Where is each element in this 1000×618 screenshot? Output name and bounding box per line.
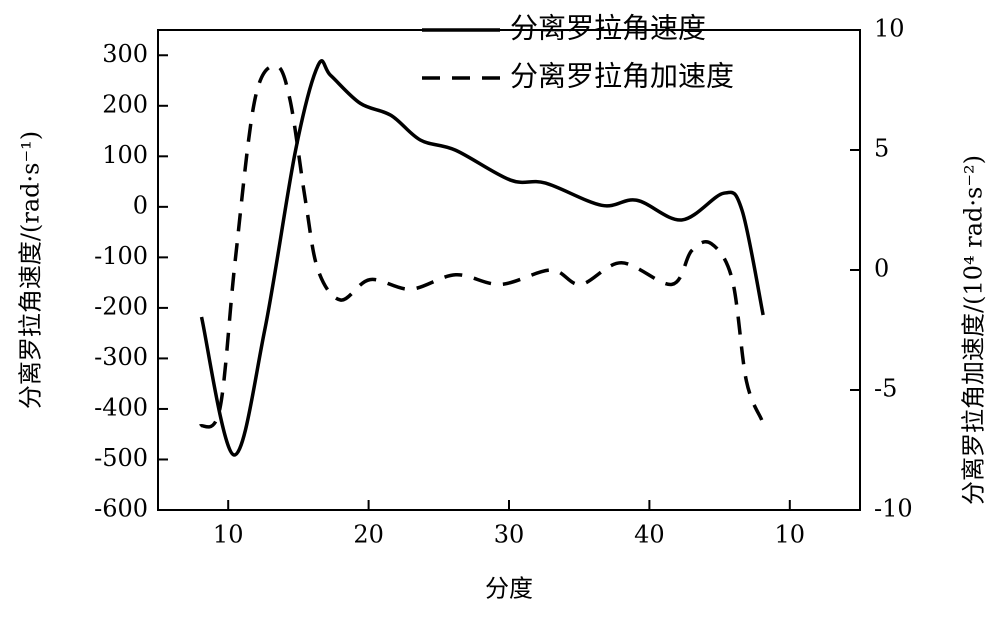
x-tick-label: 20 (353, 521, 384, 549)
data-line (198, 64, 764, 429)
y-tick-label: 100 (102, 141, 148, 169)
y2-tick-label: -10 (874, 495, 913, 523)
legend-label: 分离罗拉角速度 (510, 12, 706, 45)
x-tick-label: 30 (494, 521, 525, 549)
y2-tick-label: 5 (874, 135, 889, 163)
x-tick-label: 40 (634, 521, 665, 549)
y-tick-label: -100 (94, 242, 148, 270)
legend-label: 分离罗拉角加速度 (510, 60, 734, 93)
y2-tick-label: -5 (874, 375, 897, 403)
x-tick-label: 10 (213, 521, 244, 549)
y2-tick-label: 10 (874, 15, 905, 43)
x-tick-label: 10 (775, 521, 806, 549)
y-tick-label: -200 (94, 292, 148, 320)
y-tick-label: 200 (102, 90, 148, 118)
y-tick-label: -400 (94, 393, 148, 421)
y-tick-label: 300 (102, 40, 148, 68)
y-axis-label: 分离罗拉角速度/(rad·s⁻¹) (17, 131, 45, 409)
y2-tick-label: 0 (874, 255, 889, 283)
y-tick-label: -600 (94, 495, 148, 523)
data-line (199, 59, 765, 457)
y2-axis-label: 分离罗拉角加速度/(10⁴ rad·s⁻²) (960, 155, 988, 505)
y-tick-label: -500 (94, 444, 148, 472)
x-axis-label: 分度 (485, 575, 533, 603)
y-tick-label: 0 (133, 191, 148, 219)
y-tick-label: -300 (94, 343, 148, 371)
